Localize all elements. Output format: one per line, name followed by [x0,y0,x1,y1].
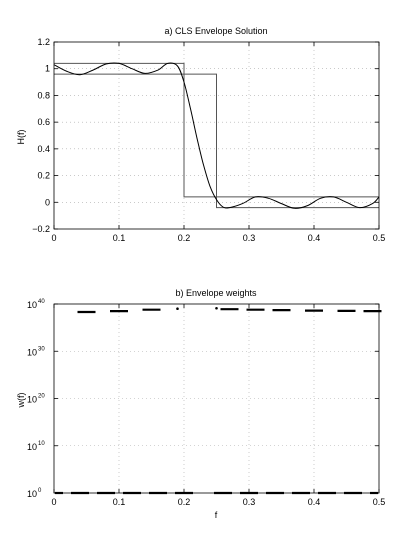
chart-a-x-tick-label: 0.4 [308,233,321,243]
chart-a-ylabel: H(f) [16,130,26,145]
chart-b-y-tick-exponent: 40 [38,299,45,305]
chart-b-y-tick-exponent: 30 [38,346,45,352]
panel-b: b) Envelope weights w(f) f 0 0.1 0.2 0.3 0.4… [16,288,385,520]
chart-b-x-ticks: 0 0.1 0.2 0.3 0.4 0.5 [51,304,385,507]
chart-a-x-tick-label: 0.2 [178,233,191,243]
panel-a: a) CLS Envelope Solution H(f) 0 0.1 0.2 0.3… [16,26,385,243]
chart-a-y-tick-label: 1.2 [37,37,50,47]
chart-a-x-tick-label: 0 [51,233,56,243]
chart-b-series [55,306,382,495]
chart-a-y-tick-label: −0.2 [32,224,50,234]
chart-a-x-tick-label: 0.1 [113,233,126,243]
upper-weight-dot [215,306,218,310]
chart-b-y-tick-label: 10 [27,395,37,405]
chart-a-title: a) CLS Envelope Solution [164,26,267,36]
chart-a-x-tick-label: 0.5 [373,233,386,243]
chart-b-title: b) Envelope weights [175,288,257,298]
chart-a-y-tick-label: 0.4 [37,144,50,154]
chart-b-y-tick-exponent: 10 [38,441,45,447]
chart-a-y-tick-label: 1 [45,64,50,74]
chart-b-x-tick-label: 0.4 [308,497,321,507]
chart-a-x-tick-label: 0.3 [243,233,256,243]
chart-b-axes-box [53,303,380,494]
chart-b-y-tick-label: 10 [27,347,37,357]
chart-b-x-tick-label: 0.2 [178,497,191,507]
chart-b-y-tick-label: 10 [27,489,37,499]
response-line [53,62,380,209]
chart-b-x-tick-label: 0 [51,497,56,507]
chart-a-y-tick-label: 0.8 [37,90,50,100]
chart-b-y-tick-exponent: 20 [38,394,45,400]
chart-a-series [53,62,380,209]
envelope-lower-line [54,73,379,209]
chart-b-xlabel: f [215,510,218,520]
upper-weight-dot [176,307,179,311]
chart-a-y-tick-label: 0.6 [37,117,50,127]
chart-b-y-tick-label: 10 [27,442,37,452]
chart-a-x-ticks: 0 0.1 0.2 0.3 0.4 0.5 [51,42,385,243]
chart-b-x-tick-label: 0.3 [243,497,256,507]
chart-a-y-ticks: −0.2 0 0.2 0.4 0.6 0.8 1 1.2 [32,37,379,234]
chart-a-y-tick-label: 0 [45,197,50,207]
chart-a-axes-box [53,41,380,230]
chart-b-x-tick-label: 0.1 [113,497,126,507]
chart-b-y-tick-exponent: 0 [38,488,42,494]
chart-b-x-tick-label: 0.5 [373,497,386,507]
chart-a-y-tick-label: 0.2 [37,171,50,181]
chart-b-ylabel: w(f) [16,393,26,409]
chart-b-y-tick-label: 10 [27,300,37,310]
chart-b-grid [54,304,379,493]
